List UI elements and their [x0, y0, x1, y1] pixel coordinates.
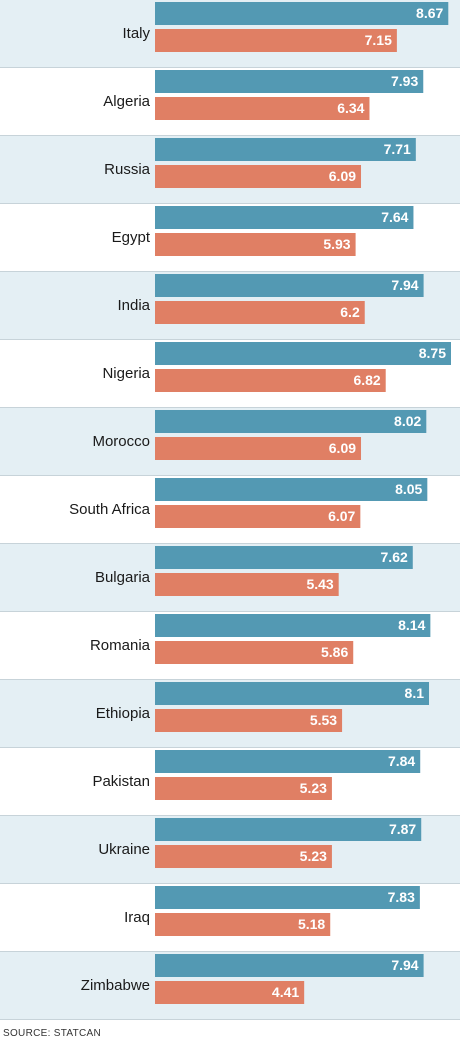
value-label-series-1: 7.94: [391, 957, 418, 973]
country-label: Iraq: [124, 909, 150, 926]
value-label-series-2: 5.23: [300, 848, 327, 864]
value-label-series-1: 7.71: [384, 141, 411, 157]
value-label-series-2: 6.09: [329, 440, 356, 456]
bar-series-2: [155, 845, 332, 868]
bar-series-2: [155, 369, 386, 392]
bar-series-2: [155, 437, 362, 460]
value-label-series-2: 5.23: [300, 780, 327, 796]
bar-series-1: [155, 138, 416, 161]
country-label: Ethiopia: [96, 705, 151, 722]
country-label: Bulgaria: [95, 569, 151, 586]
value-label-series-1: 7.83: [388, 889, 415, 905]
value-label-series-1: 7.62: [381, 549, 408, 565]
bar-series-2: [155, 233, 356, 256]
bar-series-2: [155, 29, 397, 52]
bar-series-1: [155, 2, 449, 25]
source-note: SOURCE: STATCAN: [3, 1028, 102, 1039]
value-label-series-2: 6.82: [353, 372, 380, 388]
value-label-series-2: 6.2: [340, 304, 360, 320]
bar-series-1: [155, 682, 430, 705]
value-label-series-2: 5.43: [306, 576, 333, 592]
value-label-series-2: 4.41: [272, 984, 299, 1000]
bar-series-2: [155, 981, 305, 1004]
country-label: Russia: [104, 161, 151, 178]
value-label-series-1: 8.14: [398, 617, 425, 633]
country-label: Morocco: [92, 433, 150, 450]
value-label-series-2: 5.93: [323, 236, 350, 252]
country-label: Ukraine: [98, 841, 150, 858]
country-label: Pakistan: [92, 773, 150, 790]
value-label-series-1: 8.1: [405, 685, 425, 701]
bar-series-1: [155, 614, 431, 637]
bar-series-2: [155, 777, 332, 800]
bar-series-1: [155, 478, 428, 501]
country-label: India: [117, 297, 150, 314]
value-label-series-1: 7.93: [391, 73, 418, 89]
value-label-series-2: 5.53: [310, 712, 337, 728]
country-label: Italy: [122, 25, 150, 42]
bar-series-1: [155, 342, 451, 365]
value-label-series-1: 7.64: [381, 209, 408, 225]
value-label-series-1: 7.84: [388, 753, 415, 769]
value-label-series-1: 8.02: [394, 413, 421, 429]
value-label-series-2: 7.15: [365, 32, 392, 48]
value-label-series-1: 7.87: [389, 821, 416, 837]
bar-series-2: [155, 97, 370, 120]
bar-chart: Italy 8.67 7.15 Algeria 7.93 6.34 Russia 7.71 6.…: [0, 0, 460, 1020]
bar-series-1: [155, 546, 413, 569]
bar-series-2: [155, 709, 343, 732]
value-label-series-1: 8.05: [395, 481, 422, 497]
bar-series-1: [155, 70, 424, 93]
value-label-series-2: 5.86: [321, 644, 348, 660]
country-label: Nigeria: [102, 365, 150, 382]
bar-series-2: [155, 505, 361, 528]
bar-series-1: [155, 410, 427, 433]
country-label: Romania: [90, 637, 151, 654]
bar-series-2: [155, 573, 339, 596]
value-label-series-2: 5.18: [298, 916, 325, 932]
bar-series-1: [155, 954, 424, 977]
bar-series-1: [155, 886, 420, 909]
bar-series-2: [155, 165, 362, 188]
value-label-series-1: 8.67: [416, 5, 443, 21]
country-label: South Africa: [69, 501, 151, 518]
value-label-series-2: 6.34: [337, 100, 364, 116]
bar-series-2: [155, 913, 331, 936]
bar-series-2: [155, 301, 365, 324]
value-label-series-1: 7.94: [391, 277, 418, 293]
bar-series-1: [155, 818, 422, 841]
bar-series-1: [155, 274, 424, 297]
country-label: Egypt: [112, 229, 151, 246]
bar-series-2: [155, 641, 354, 664]
value-label-series-1: 8.75: [419, 345, 446, 361]
value-label-series-2: 6.07: [328, 508, 355, 524]
country-label: Zimbabwe: [81, 977, 150, 994]
country-label: Algeria: [103, 93, 150, 110]
bar-series-1: [155, 206, 414, 229]
value-label-series-2: 6.09: [329, 168, 356, 184]
bar-series-1: [155, 750, 421, 773]
